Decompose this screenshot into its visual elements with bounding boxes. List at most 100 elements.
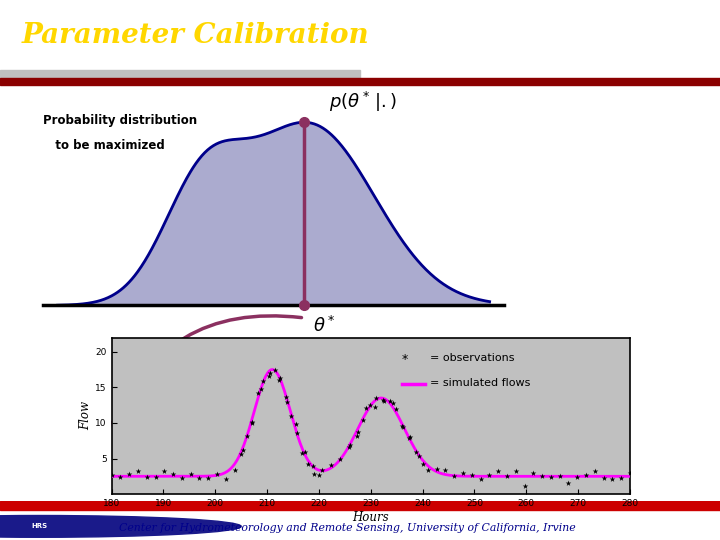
Point xyxy=(369,402,381,411)
Point xyxy=(185,470,197,478)
Point xyxy=(317,465,328,474)
Point xyxy=(352,428,364,436)
Point xyxy=(475,474,487,483)
Point xyxy=(238,446,249,454)
Bar xyxy=(0,78,720,85)
Point xyxy=(246,417,258,426)
Text: *: * xyxy=(402,353,408,366)
Text: HRS: HRS xyxy=(32,523,48,529)
Point xyxy=(457,468,469,477)
Point xyxy=(280,393,292,401)
Point xyxy=(291,429,302,437)
Point xyxy=(325,461,337,469)
Bar xyxy=(0,501,720,510)
Point xyxy=(202,474,214,482)
Point xyxy=(431,464,443,473)
Circle shape xyxy=(0,516,241,537)
Point xyxy=(545,473,557,482)
Point xyxy=(269,366,280,374)
Y-axis label: Flow: Flow xyxy=(79,401,92,430)
Point xyxy=(361,404,372,413)
Point xyxy=(343,442,354,451)
Point xyxy=(351,432,362,441)
Point xyxy=(484,471,495,480)
Point xyxy=(384,396,395,405)
Point xyxy=(235,449,247,458)
Point xyxy=(150,473,161,482)
Text: to be maximized: to be maximized xyxy=(43,139,165,152)
Point xyxy=(528,469,539,478)
Point xyxy=(410,448,422,457)
Point xyxy=(307,462,319,470)
Point xyxy=(607,475,618,483)
Point xyxy=(282,397,293,406)
Text: Probability distribution: Probability distribution xyxy=(43,114,197,127)
Point xyxy=(297,448,308,457)
Point xyxy=(264,372,275,381)
Point xyxy=(397,422,409,431)
Point xyxy=(390,405,402,414)
Point xyxy=(273,375,284,384)
Point xyxy=(106,470,117,479)
Point xyxy=(492,467,504,475)
Point xyxy=(378,397,390,406)
Point xyxy=(334,455,346,463)
Point xyxy=(589,467,600,475)
Point xyxy=(358,415,369,424)
Point xyxy=(308,470,320,478)
Point xyxy=(440,465,451,474)
Point xyxy=(387,399,399,408)
Point xyxy=(132,467,144,475)
Point xyxy=(580,471,592,480)
Point xyxy=(114,472,126,481)
Point xyxy=(616,474,627,482)
Text: Center for Hydrometeorology and Remote Sensing, University of California, Irvine: Center for Hydrometeorology and Remote S… xyxy=(119,523,575,534)
Point xyxy=(194,474,205,482)
Point xyxy=(364,401,376,410)
Point xyxy=(299,448,310,456)
Text: Parameter Calibration: Parameter Calibration xyxy=(22,22,369,49)
Point xyxy=(141,473,153,482)
Point xyxy=(519,481,531,490)
X-axis label: Hours: Hours xyxy=(353,511,389,524)
Point xyxy=(274,373,286,382)
Point xyxy=(176,474,188,482)
Point xyxy=(252,389,264,397)
Point xyxy=(501,472,513,481)
Text: $p(\theta^* \, | .)$: $p(\theta^* \, | .)$ xyxy=(330,90,397,114)
Point xyxy=(255,385,266,394)
Point xyxy=(220,475,232,483)
Point xyxy=(264,368,276,377)
Point xyxy=(563,479,575,488)
Point xyxy=(624,469,636,477)
Point xyxy=(466,471,477,480)
Point xyxy=(211,470,222,479)
Point xyxy=(413,452,425,461)
Point xyxy=(572,472,583,481)
Point xyxy=(246,419,258,428)
Point xyxy=(417,460,428,468)
Point xyxy=(123,470,135,478)
Point xyxy=(158,467,170,475)
Point xyxy=(344,441,356,449)
Text: = observations: = observations xyxy=(423,353,514,363)
Point xyxy=(598,474,609,482)
Bar xyxy=(0,70,360,78)
Point xyxy=(405,433,416,441)
Text: = simulated flows: = simulated flows xyxy=(423,378,530,388)
Point xyxy=(396,422,408,430)
Point xyxy=(371,394,382,403)
Point xyxy=(404,433,415,442)
Point xyxy=(377,395,389,404)
Point xyxy=(167,469,179,478)
Point xyxy=(290,420,302,429)
Text: $\theta^*$: $\theta^*$ xyxy=(313,316,336,336)
Point xyxy=(229,466,240,475)
Point xyxy=(313,470,325,479)
Point xyxy=(536,471,548,480)
Point xyxy=(554,471,565,480)
Point xyxy=(449,471,460,480)
Point xyxy=(422,465,433,474)
Point xyxy=(241,431,253,440)
Point xyxy=(302,460,314,469)
